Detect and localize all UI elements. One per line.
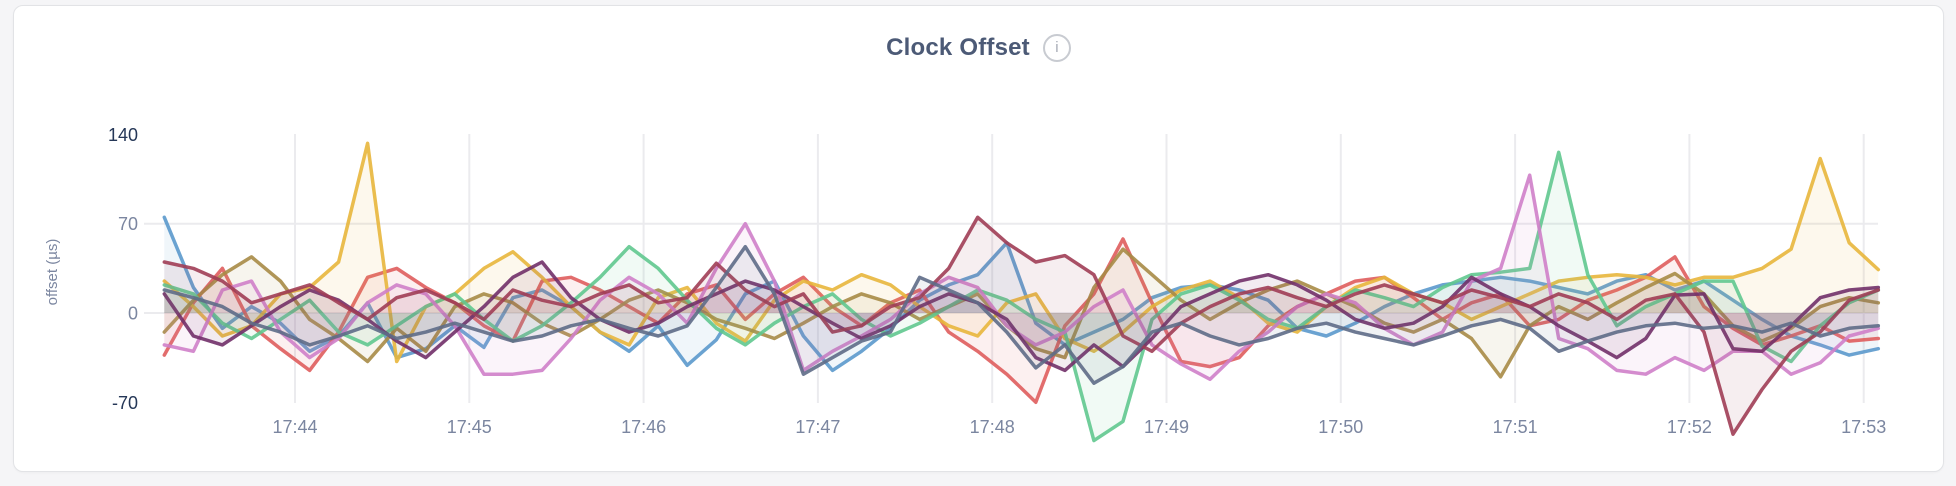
chart-title: Clock Offset (886, 34, 1030, 61)
series-area-node-red (164, 239, 1879, 403)
series-line-node-green[interactable] (162, 150, 1881, 443)
x-tick-label: 17:44 (272, 417, 317, 437)
x-tick-label: 17:51 (1493, 417, 1538, 437)
y-tick-label: 70 (118, 214, 138, 234)
x-tick-label: 17:48 (970, 417, 1015, 437)
series-area-node-slate (164, 246, 1879, 384)
series-line-node-purple[interactable] (162, 260, 1881, 373)
x-tick-label: 17:46 (621, 417, 666, 437)
info-icon[interactable]: i (1042, 34, 1071, 62)
series-area-node-purple (164, 262, 1879, 371)
series-line-node-blue[interactable] (162, 215, 1881, 373)
x-tick-label: 17:47 (795, 417, 840, 437)
x-tick-label: 17:50 (1318, 417, 1363, 437)
y-tick-label: 0 (128, 304, 138, 324)
x-tick-label: 17:49 (1144, 417, 1189, 437)
card-header: Clock Offset i (14, 34, 1943, 62)
series-line-node-orchid[interactable] (162, 173, 1881, 382)
series-area-node-maroon (164, 217, 1879, 435)
series-line-node-slate[interactable] (162, 244, 1881, 385)
series-area-node-green (164, 152, 1879, 441)
x-tick-label: 17:53 (1841, 417, 1886, 437)
y-tick-label: -70 (112, 393, 138, 413)
series-area-node-orchid (164, 175, 1879, 380)
y-axis-title: offset (µs) (44, 239, 61, 306)
clock-offset-card: Clock Offset i (13, 5, 1944, 472)
series-line-node-maroon[interactable] (162, 215, 1881, 436)
x-tick-label: 17:45 (447, 417, 492, 437)
x-tick-label: 17:52 (1667, 417, 1712, 437)
series-area-node-blue (164, 217, 1879, 371)
series-area-node-olive (164, 249, 1879, 377)
y-tick-label: 140 (108, 125, 138, 145)
